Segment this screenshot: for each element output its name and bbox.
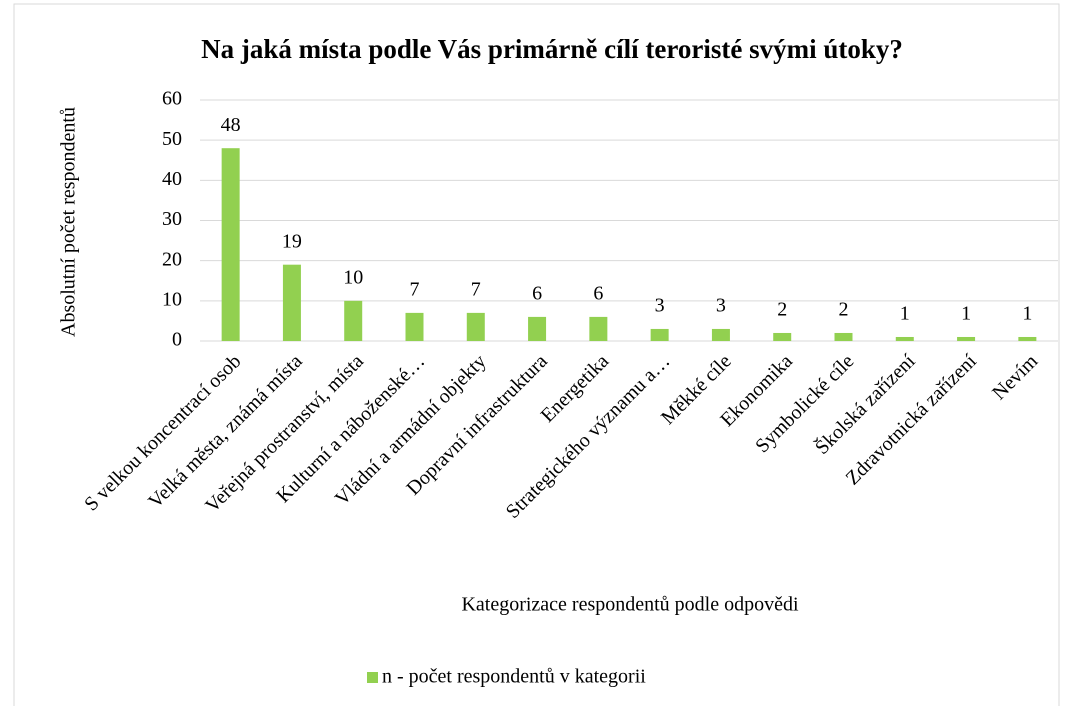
y-tick-label: 30 xyxy=(162,208,182,230)
data-label: 48 xyxy=(221,114,241,136)
x-axis-title: Kategorizace respondentů podle odpovědi xyxy=(461,594,799,616)
bar xyxy=(466,312,485,341)
data-label: 1 xyxy=(1022,303,1032,325)
bar xyxy=(589,316,608,341)
y-axis-title: Absolutní počet respondentů xyxy=(58,107,80,337)
data-label: 1 xyxy=(900,303,910,325)
y-tick-label: 40 xyxy=(162,168,182,190)
bar xyxy=(834,332,853,341)
y-tick-label: 0 xyxy=(172,329,182,351)
data-label: 19 xyxy=(282,230,302,252)
data-label: 7 xyxy=(471,278,481,300)
y-tick-label: 50 xyxy=(162,128,182,150)
bar xyxy=(895,336,914,341)
data-label: 7 xyxy=(410,278,420,300)
chart-frame xyxy=(13,3,1060,706)
legend-swatch xyxy=(367,672,378,683)
bar xyxy=(773,332,792,341)
data-label: 3 xyxy=(716,295,726,317)
y-tick-label: 10 xyxy=(162,288,182,310)
data-label: 10 xyxy=(343,266,363,288)
bar xyxy=(344,300,363,341)
legend-label: n - počet respondentů v kategorii xyxy=(382,666,646,688)
bar xyxy=(528,316,547,341)
bar xyxy=(405,312,424,341)
y-tick-label: 60 xyxy=(162,88,182,110)
data-label: 6 xyxy=(593,282,603,304)
bar xyxy=(1018,336,1037,341)
data-label: 2 xyxy=(839,299,849,321)
bar xyxy=(711,328,730,341)
bar xyxy=(221,148,240,341)
chart-title: Na jaká místa podle Vás primárně cílí te… xyxy=(201,34,903,64)
bar xyxy=(650,328,669,341)
data-label: 3 xyxy=(655,295,665,317)
data-label: 2 xyxy=(777,299,787,321)
bar xyxy=(282,264,301,341)
data-label: 6 xyxy=(532,282,542,304)
data-label: 1 xyxy=(961,303,971,325)
y-tick-label: 20 xyxy=(162,248,182,270)
bar xyxy=(957,336,976,341)
